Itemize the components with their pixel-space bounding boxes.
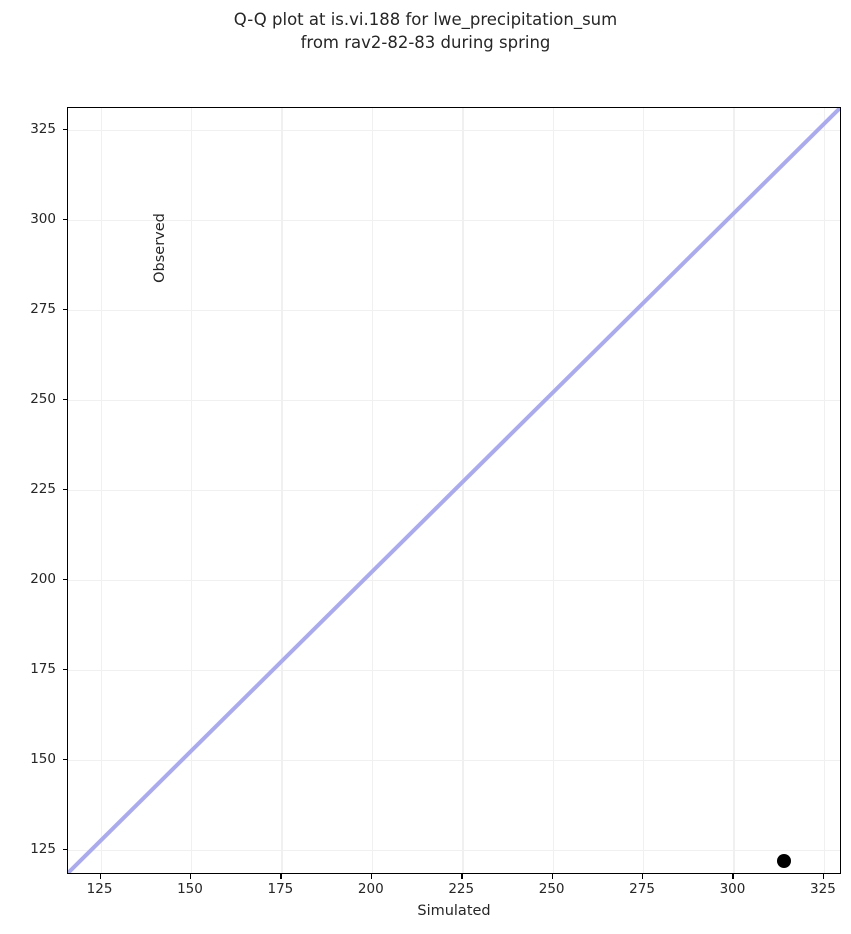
y-tick-label: 175 — [30, 660, 56, 677]
y-tick-label: 275 — [30, 300, 56, 317]
x-tick — [99, 874, 101, 879]
y-tick — [62, 488, 67, 490]
x-tick — [189, 874, 192, 879]
y-tick-label: 125 — [30, 840, 56, 857]
x-tick-label: 200 — [357, 881, 384, 897]
x-tick — [642, 874, 644, 879]
y-tick — [62, 848, 67, 851]
gridline-horizontal — [68, 849, 840, 852]
y-tick — [62, 308, 67, 310]
x-tick-label: 225 — [448, 881, 475, 897]
x-tick — [732, 874, 734, 879]
y-axis-label: Observed — [152, 213, 168, 283]
gridline-horizontal — [68, 669, 840, 672]
y-tick-label: 325 — [30, 120, 56, 137]
x-tick — [370, 874, 373, 879]
x-tick — [551, 874, 553, 879]
x-tick — [280, 874, 282, 879]
gridline-horizontal — [68, 399, 840, 401]
reference-line — [68, 108, 840, 873]
gridline-horizontal — [68, 129, 840, 131]
y-tick-label: 150 — [30, 750, 56, 767]
data-point — [777, 853, 792, 868]
y-tick — [62, 398, 67, 400]
y-tick — [62, 578, 67, 581]
x-tick-label: 150 — [177, 881, 203, 897]
x-tick-label: 325 — [810, 881, 836, 897]
y-tick-label: 200 — [30, 570, 56, 587]
gridline-horizontal — [68, 759, 840, 762]
x-tick — [822, 874, 825, 879]
y-tick-label: 300 — [30, 210, 56, 227]
x-tick-label: 175 — [267, 881, 294, 897]
y-tick — [62, 668, 67, 671]
x-tick — [461, 874, 463, 879]
y-tick-label: 225 — [30, 480, 56, 497]
x-tick-label: 250 — [538, 881, 565, 897]
plot-area — [67, 107, 841, 874]
y-tick — [62, 218, 67, 220]
gridline-horizontal — [68, 309, 840, 311]
x-axis-label: Simulated — [417, 903, 491, 919]
x-tick-label: 300 — [719, 881, 746, 897]
gridline-horizontal — [68, 579, 840, 582]
y-tick — [62, 128, 67, 130]
y-tick-label: 250 — [30, 390, 56, 407]
chart-title: Q-Q plot at is.vi.188 for lwe_precipitat… — [233, 10, 618, 53]
y-tick — [62, 758, 67, 761]
x-tick-label: 125 — [86, 881, 113, 897]
gridline-horizontal — [68, 219, 840, 221]
x-tick-label: 275 — [629, 881, 655, 897]
